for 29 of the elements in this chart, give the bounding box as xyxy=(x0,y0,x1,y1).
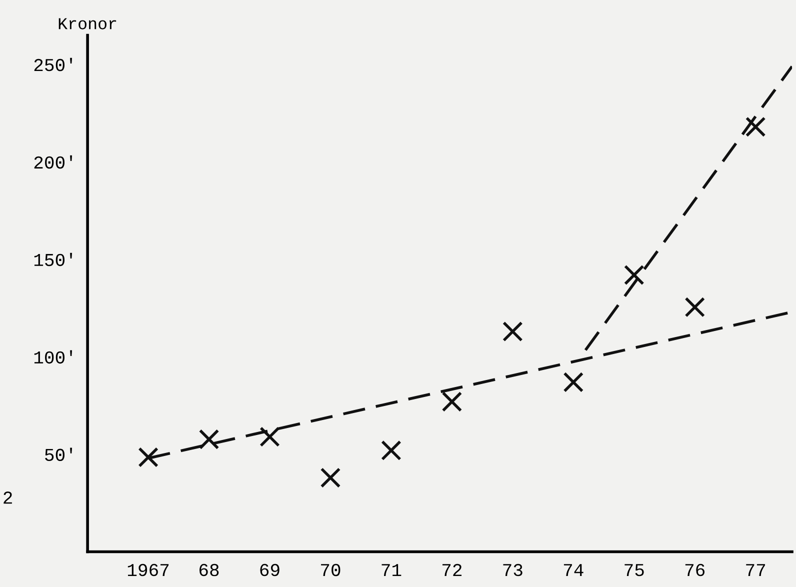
x-tick-label: 73 xyxy=(503,564,522,576)
y-axis-title: Kronor xyxy=(58,18,116,30)
point xyxy=(138,447,158,468)
y-tick-label: 250' xyxy=(34,58,72,72)
x-tick-label: 74 xyxy=(564,564,584,576)
x-tick-label: 75 xyxy=(624,564,644,576)
y-tick-label: 150' xyxy=(34,252,72,266)
point xyxy=(320,468,341,488)
point xyxy=(624,264,644,286)
point xyxy=(502,321,523,342)
point xyxy=(381,440,402,461)
point xyxy=(684,296,706,318)
y-tick-label: 50' xyxy=(45,448,72,462)
x-tick-label: 71 xyxy=(382,564,402,576)
point xyxy=(442,392,462,412)
point xyxy=(198,429,220,450)
x-tick-label: 77 xyxy=(746,564,766,576)
x-tick-label: 1967 xyxy=(128,564,169,576)
point xyxy=(260,426,280,447)
x-tick-label: 69 xyxy=(260,564,280,576)
text: 2 xyxy=(4,492,12,504)
y-tick-label: 100' xyxy=(34,350,72,364)
x-tick-label: 68 xyxy=(200,564,219,576)
x-tick-label: 76 xyxy=(685,564,705,576)
y-tick-label: 200' xyxy=(34,155,72,169)
x-tick-label: 70 xyxy=(321,564,340,576)
point xyxy=(563,372,584,392)
point xyxy=(745,116,766,138)
x-tick-label: 72 xyxy=(442,564,462,576)
